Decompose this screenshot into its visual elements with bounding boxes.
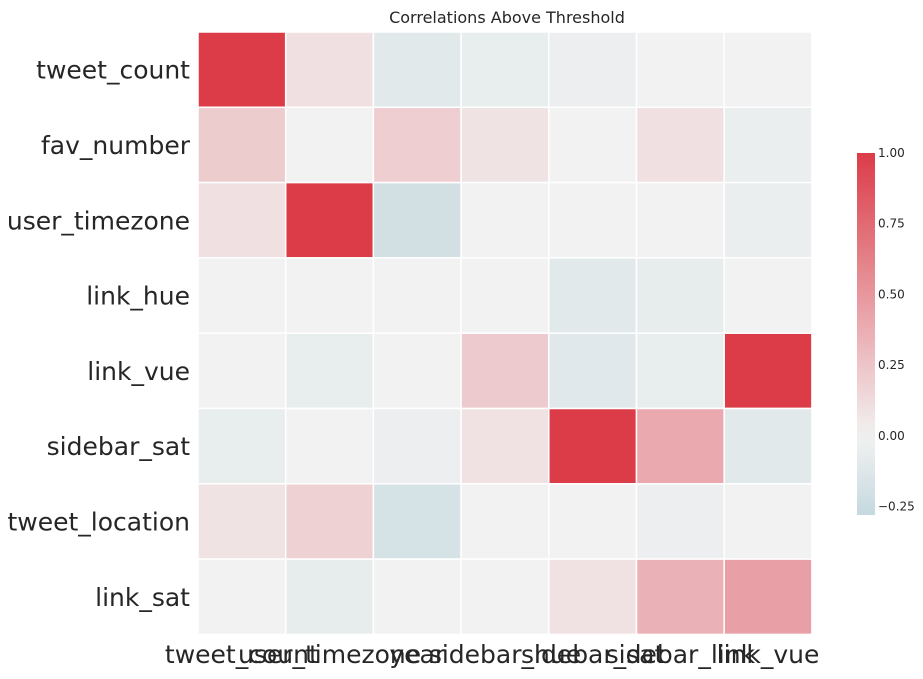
row-label: tweet_location xyxy=(7,507,190,536)
heatmap-cell xyxy=(197,31,287,109)
heatmap-cell xyxy=(284,332,375,410)
heatmap-cell xyxy=(723,332,813,410)
heatmap-cell xyxy=(548,257,638,334)
heatmap-cell xyxy=(548,31,638,109)
heatmap-cell xyxy=(197,332,287,410)
chart-title: Correlations Above Threshold xyxy=(389,8,625,27)
row-label: link_sat xyxy=(95,583,190,612)
heatmap-cell xyxy=(635,181,725,259)
colorbar-tick-label: 0.75 xyxy=(878,217,905,231)
column-label: user_timezone xyxy=(238,640,421,669)
heatmap-cell xyxy=(723,31,813,109)
heatmap-cell xyxy=(372,558,462,636)
heatmap-cell xyxy=(284,181,375,259)
heatmap-cell xyxy=(723,181,813,259)
heatmap-cell xyxy=(635,257,725,334)
heatmap-cell xyxy=(635,332,725,410)
heatmap-cell xyxy=(197,257,287,334)
column-label: tweet_count xyxy=(165,640,319,669)
row-label: tweet_count xyxy=(36,56,190,85)
heatmap-cell xyxy=(460,407,550,485)
heatmap-cell xyxy=(372,106,462,184)
heatmap-cell xyxy=(197,181,287,259)
heatmap-cell xyxy=(635,407,725,485)
heatmap-cell xyxy=(635,106,725,184)
heatmap-cell xyxy=(372,181,462,259)
heatmap-cell xyxy=(197,558,287,636)
heatmap-cell xyxy=(372,332,462,410)
column-label: sidebar_link xyxy=(606,640,756,669)
colorbar-gradient xyxy=(857,153,875,515)
heatmap-cell xyxy=(460,106,550,184)
heatmap-cell xyxy=(635,483,725,560)
colorbar-tick-label: 1.00 xyxy=(878,146,905,160)
heatmap-cell xyxy=(372,257,462,334)
column-label: sidebar_hue xyxy=(429,640,581,669)
heatmap-cell xyxy=(284,558,375,636)
column-label: link_vue xyxy=(717,640,820,669)
heatmap-cell xyxy=(548,483,638,560)
heatmap-cell xyxy=(460,31,550,109)
heatmap-cell xyxy=(372,31,462,109)
heatmap-cell xyxy=(548,106,638,184)
heatmap-cell xyxy=(460,257,550,334)
heatmap-cell xyxy=(372,483,462,560)
heatmap-cell xyxy=(548,332,638,410)
heatmap-cell xyxy=(723,558,813,636)
heatmap-cell xyxy=(723,106,813,184)
heatmap-cell xyxy=(197,483,287,560)
heatmap-cells xyxy=(197,31,813,636)
heatmap-cell xyxy=(197,407,287,485)
heatmap-cell xyxy=(548,558,638,636)
heatmap-cell xyxy=(284,257,375,334)
row-label: fav_number xyxy=(41,131,191,160)
heatmap-cell xyxy=(460,483,550,560)
heatmap-cell xyxy=(723,407,813,485)
column-label: sidebar_sat xyxy=(521,640,665,669)
heatmap-cell xyxy=(460,332,550,410)
colorbar-tick-label: 0.00 xyxy=(878,429,905,443)
colorbar-tick-label: 0.25 xyxy=(878,358,905,372)
row-labels: tweet_count fav_number user_timezone link_h… xyxy=(7,56,191,612)
column-label: year xyxy=(389,640,445,669)
row-label: sidebar_sat xyxy=(47,432,191,461)
heatmap-cell xyxy=(460,181,550,259)
heatmap-cell xyxy=(372,407,462,485)
heatmap-cell xyxy=(284,407,375,485)
colorbar-tick-label: 0.50 xyxy=(878,287,905,301)
colorbar-tick-label: −0.25 xyxy=(878,500,915,514)
heatmap-cell xyxy=(460,558,550,636)
heatmap-cell xyxy=(284,106,375,184)
heatmap-cell xyxy=(548,407,638,485)
row-label: link_vue xyxy=(87,357,190,386)
heatmap-cell xyxy=(635,558,725,636)
row-label: user_timezone xyxy=(7,206,190,235)
heatmap-cell xyxy=(723,483,813,560)
heatmap-cell xyxy=(197,106,287,184)
colorbar: 1.00 0.75 0.50 0.25 0.00 −0.25 xyxy=(857,146,915,515)
heatmap-cell xyxy=(635,31,725,109)
column-labels: tweet_countuser_timezoneyearsidebar_hues… xyxy=(165,640,819,669)
heatmap-cell xyxy=(548,181,638,259)
heatmap-cell xyxy=(723,257,813,334)
heatmap-cell xyxy=(284,483,375,560)
heatmap-cell xyxy=(284,31,375,109)
row-label: link_hue xyxy=(86,282,190,311)
